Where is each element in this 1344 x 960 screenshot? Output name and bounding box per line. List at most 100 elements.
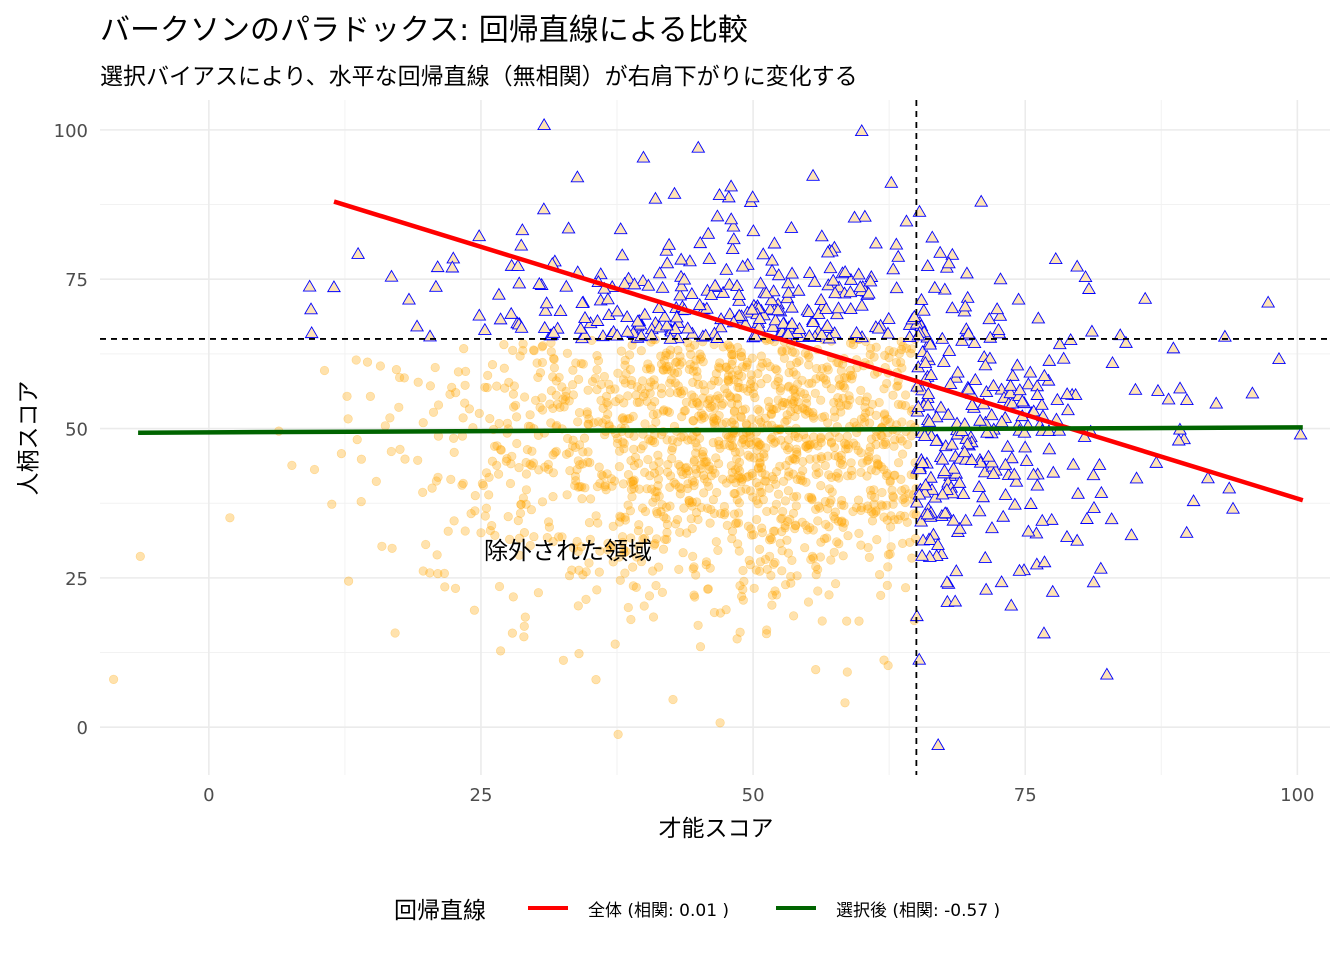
excluded-point — [720, 384, 730, 394]
excluded-point — [594, 567, 604, 577]
excluded-point — [824, 590, 834, 600]
selected-point — [1200, 471, 1215, 484]
excluded-point — [803, 440, 813, 450]
excluded-point — [618, 537, 628, 548]
excluded-point — [483, 370, 493, 381]
excluded-point — [837, 455, 847, 465]
excluded-point — [698, 447, 708, 457]
excluded-point — [751, 495, 762, 505]
excluded-point — [799, 404, 810, 414]
excluded-point — [773, 489, 784, 499]
excluded-point — [626, 614, 636, 625]
selected-point — [891, 249, 906, 262]
excluded-point — [803, 350, 813, 360]
excluded-point — [817, 412, 827, 422]
selected-point — [590, 313, 605, 326]
excluded-point — [888, 492, 899, 503]
selected-point — [915, 548, 930, 561]
excluded-point — [574, 565, 584, 575]
excluded-point — [551, 376, 561, 386]
selected-point — [1012, 563, 1027, 576]
excluded-point — [603, 545, 613, 555]
excluded-point — [688, 416, 699, 426]
excluded-point — [801, 442, 811, 452]
selected-point — [657, 309, 672, 322]
excluded-point — [783, 486, 794, 496]
excluded-point — [453, 367, 464, 377]
excluded-point — [846, 466, 857, 476]
selected-point — [921, 386, 936, 399]
excluded-point — [552, 399, 563, 409]
excluded-point — [871, 410, 881, 420]
selected-point — [918, 355, 933, 368]
excluded-point — [822, 533, 832, 543]
selected-point — [1149, 455, 1164, 468]
excluded-point — [506, 459, 516, 469]
excluded-point — [632, 397, 642, 408]
excluded-point — [808, 413, 819, 423]
excluded-point — [680, 463, 691, 473]
excluded-point — [608, 521, 618, 531]
excluded-point — [820, 497, 830, 507]
excluded-point — [632, 552, 642, 562]
excluded-point — [783, 548, 794, 558]
excluded-point — [901, 343, 912, 353]
selected-point — [702, 251, 717, 264]
excluded-point — [625, 506, 636, 516]
excluded-point — [812, 363, 822, 374]
selected-point — [771, 303, 785, 316]
excluded-point — [885, 477, 895, 487]
excluded-point — [460, 398, 470, 408]
excluded-point — [866, 490, 876, 500]
selected-point — [956, 486, 971, 500]
excluded-point — [834, 473, 844, 483]
excluded-point — [654, 457, 664, 467]
excluded-point — [736, 473, 746, 483]
excluded-point — [623, 602, 633, 613]
excluded-point — [645, 363, 655, 373]
excluded-point — [809, 439, 819, 449]
excluded-point — [546, 386, 557, 396]
excluded-point — [696, 352, 707, 362]
excluded-point — [859, 412, 870, 422]
excluded-point — [777, 513, 787, 523]
selected-point — [979, 582, 994, 595]
excluded-point — [730, 518, 741, 529]
excluded-point — [665, 471, 676, 481]
regression-lines — [138, 199, 1304, 503]
excluded-point — [509, 381, 520, 391]
selected-point — [937, 463, 952, 476]
excluded-point — [618, 479, 629, 489]
excluded-point — [564, 396, 574, 406]
excluded-point — [701, 557, 712, 567]
excluded-point — [433, 400, 444, 410]
excluded-point — [525, 410, 535, 420]
excluded-point — [836, 366, 846, 376]
excluded-point — [673, 437, 683, 447]
excluded-point — [620, 360, 630, 370]
excluded-point — [770, 526, 780, 536]
excluded-point — [527, 446, 537, 456]
excluded-point — [838, 522, 848, 532]
excluded-point — [629, 461, 640, 471]
excluded-point — [511, 412, 522, 422]
excluded-point — [519, 632, 529, 642]
excluded-point — [746, 439, 756, 450]
excluded-point — [694, 401, 704, 411]
excluded-point — [627, 492, 637, 502]
excluded-point — [677, 412, 687, 422]
excluded-point — [689, 457, 699, 467]
excluded-point — [507, 628, 518, 638]
selected-point — [1171, 433, 1186, 446]
excluded-point — [737, 371, 747, 381]
excluded-point — [882, 469, 892, 479]
excluded-point — [871, 507, 881, 517]
excluded-point — [727, 434, 737, 444]
excluded-point — [548, 536, 558, 547]
selected-point — [1019, 453, 1034, 466]
excluded-point — [582, 407, 592, 417]
excluded-point — [870, 493, 880, 503]
excluded-point — [745, 486, 756, 496]
excluded-point — [585, 534, 595, 545]
selected-point — [351, 246, 366, 259]
